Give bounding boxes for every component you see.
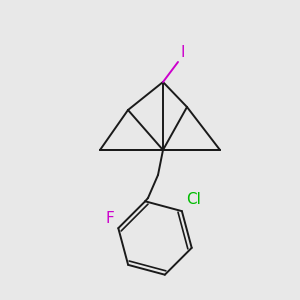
Text: F: F: [106, 211, 114, 226]
Text: I: I: [180, 45, 184, 60]
Text: Cl: Cl: [186, 192, 201, 207]
